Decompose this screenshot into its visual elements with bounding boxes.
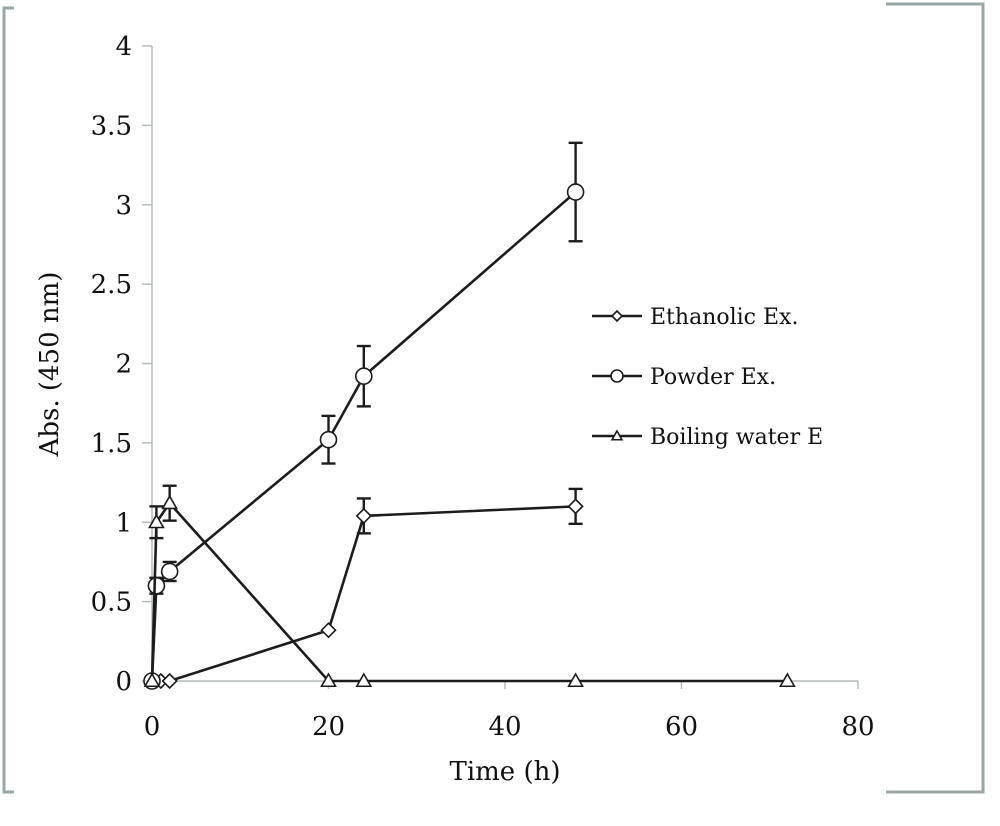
y-tick-label: 1 (115, 508, 132, 538)
triangle-marker (779, 672, 796, 688)
legend-label: Ethanolic Ex. (650, 305, 798, 330)
triangle-marker (143, 672, 161, 688)
y-tick-label: 0.5 (91, 588, 132, 618)
diamond-marker (320, 622, 337, 639)
y-tick-label: 2.5 (91, 270, 132, 300)
y-tick-label: 3.5 (91, 111, 132, 141)
y-tick-label: 3 (115, 191, 132, 221)
legend-label: Boiling water E (650, 425, 823, 450)
x-tick-label: 20 (312, 712, 345, 742)
legend: Ethanolic Ex. Powder Ex. Boiling water E (592, 305, 823, 450)
triangle-marker (610, 429, 624, 441)
y-axis-title: Abs. (450 nm) (35, 272, 65, 458)
x-tick-label: 80 (841, 712, 874, 742)
x-tick-label: 40 (488, 712, 521, 742)
x-tick-label: 60 (665, 712, 698, 742)
triangle-marker (320, 672, 337, 688)
circle-marker (160, 562, 179, 581)
series-triangle (143, 484, 796, 688)
diamond-marker (610, 309, 624, 323)
triangle-marker (355, 672, 373, 688)
circle-marker (610, 369, 624, 383)
circle-marker (147, 576, 166, 595)
legend-label: Powder Ex. (650, 365, 776, 390)
series-circle (143, 141, 585, 690)
y-tick-label: 1.5 (91, 429, 132, 459)
x-axis-title: Time (h) (450, 757, 561, 787)
circle-marker (319, 430, 338, 449)
y-tick-label: 4 (115, 32, 132, 62)
frame-left-bracket (2, 6, 14, 794)
axes: 00.511.522.533.540 20 40 60 80 (91, 32, 875, 742)
circle-marker (566, 183, 585, 201)
y-tick-label: 2 (115, 350, 132, 380)
legend-item: Boiling water E (592, 425, 823, 450)
triangle-marker (148, 513, 165, 529)
series-line (150, 501, 788, 683)
legend-item: Powder Ex. (592, 365, 776, 390)
series-diamond (143, 487, 584, 690)
circle-marker (354, 367, 373, 386)
triangle-marker (567, 672, 584, 688)
triangle-marker (161, 494, 179, 510)
y-tick-label: 0 (115, 667, 132, 697)
series-line (150, 191, 577, 682)
frame-right-bracket (886, 2, 985, 794)
diamond-marker (567, 498, 584, 515)
diamond-marker (355, 507, 372, 525)
diamond-marker (161, 672, 178, 690)
x-tick-label: 0 (144, 712, 161, 742)
series-layer (143, 141, 796, 690)
legend-item: Ethanolic Ex. (592, 305, 798, 330)
